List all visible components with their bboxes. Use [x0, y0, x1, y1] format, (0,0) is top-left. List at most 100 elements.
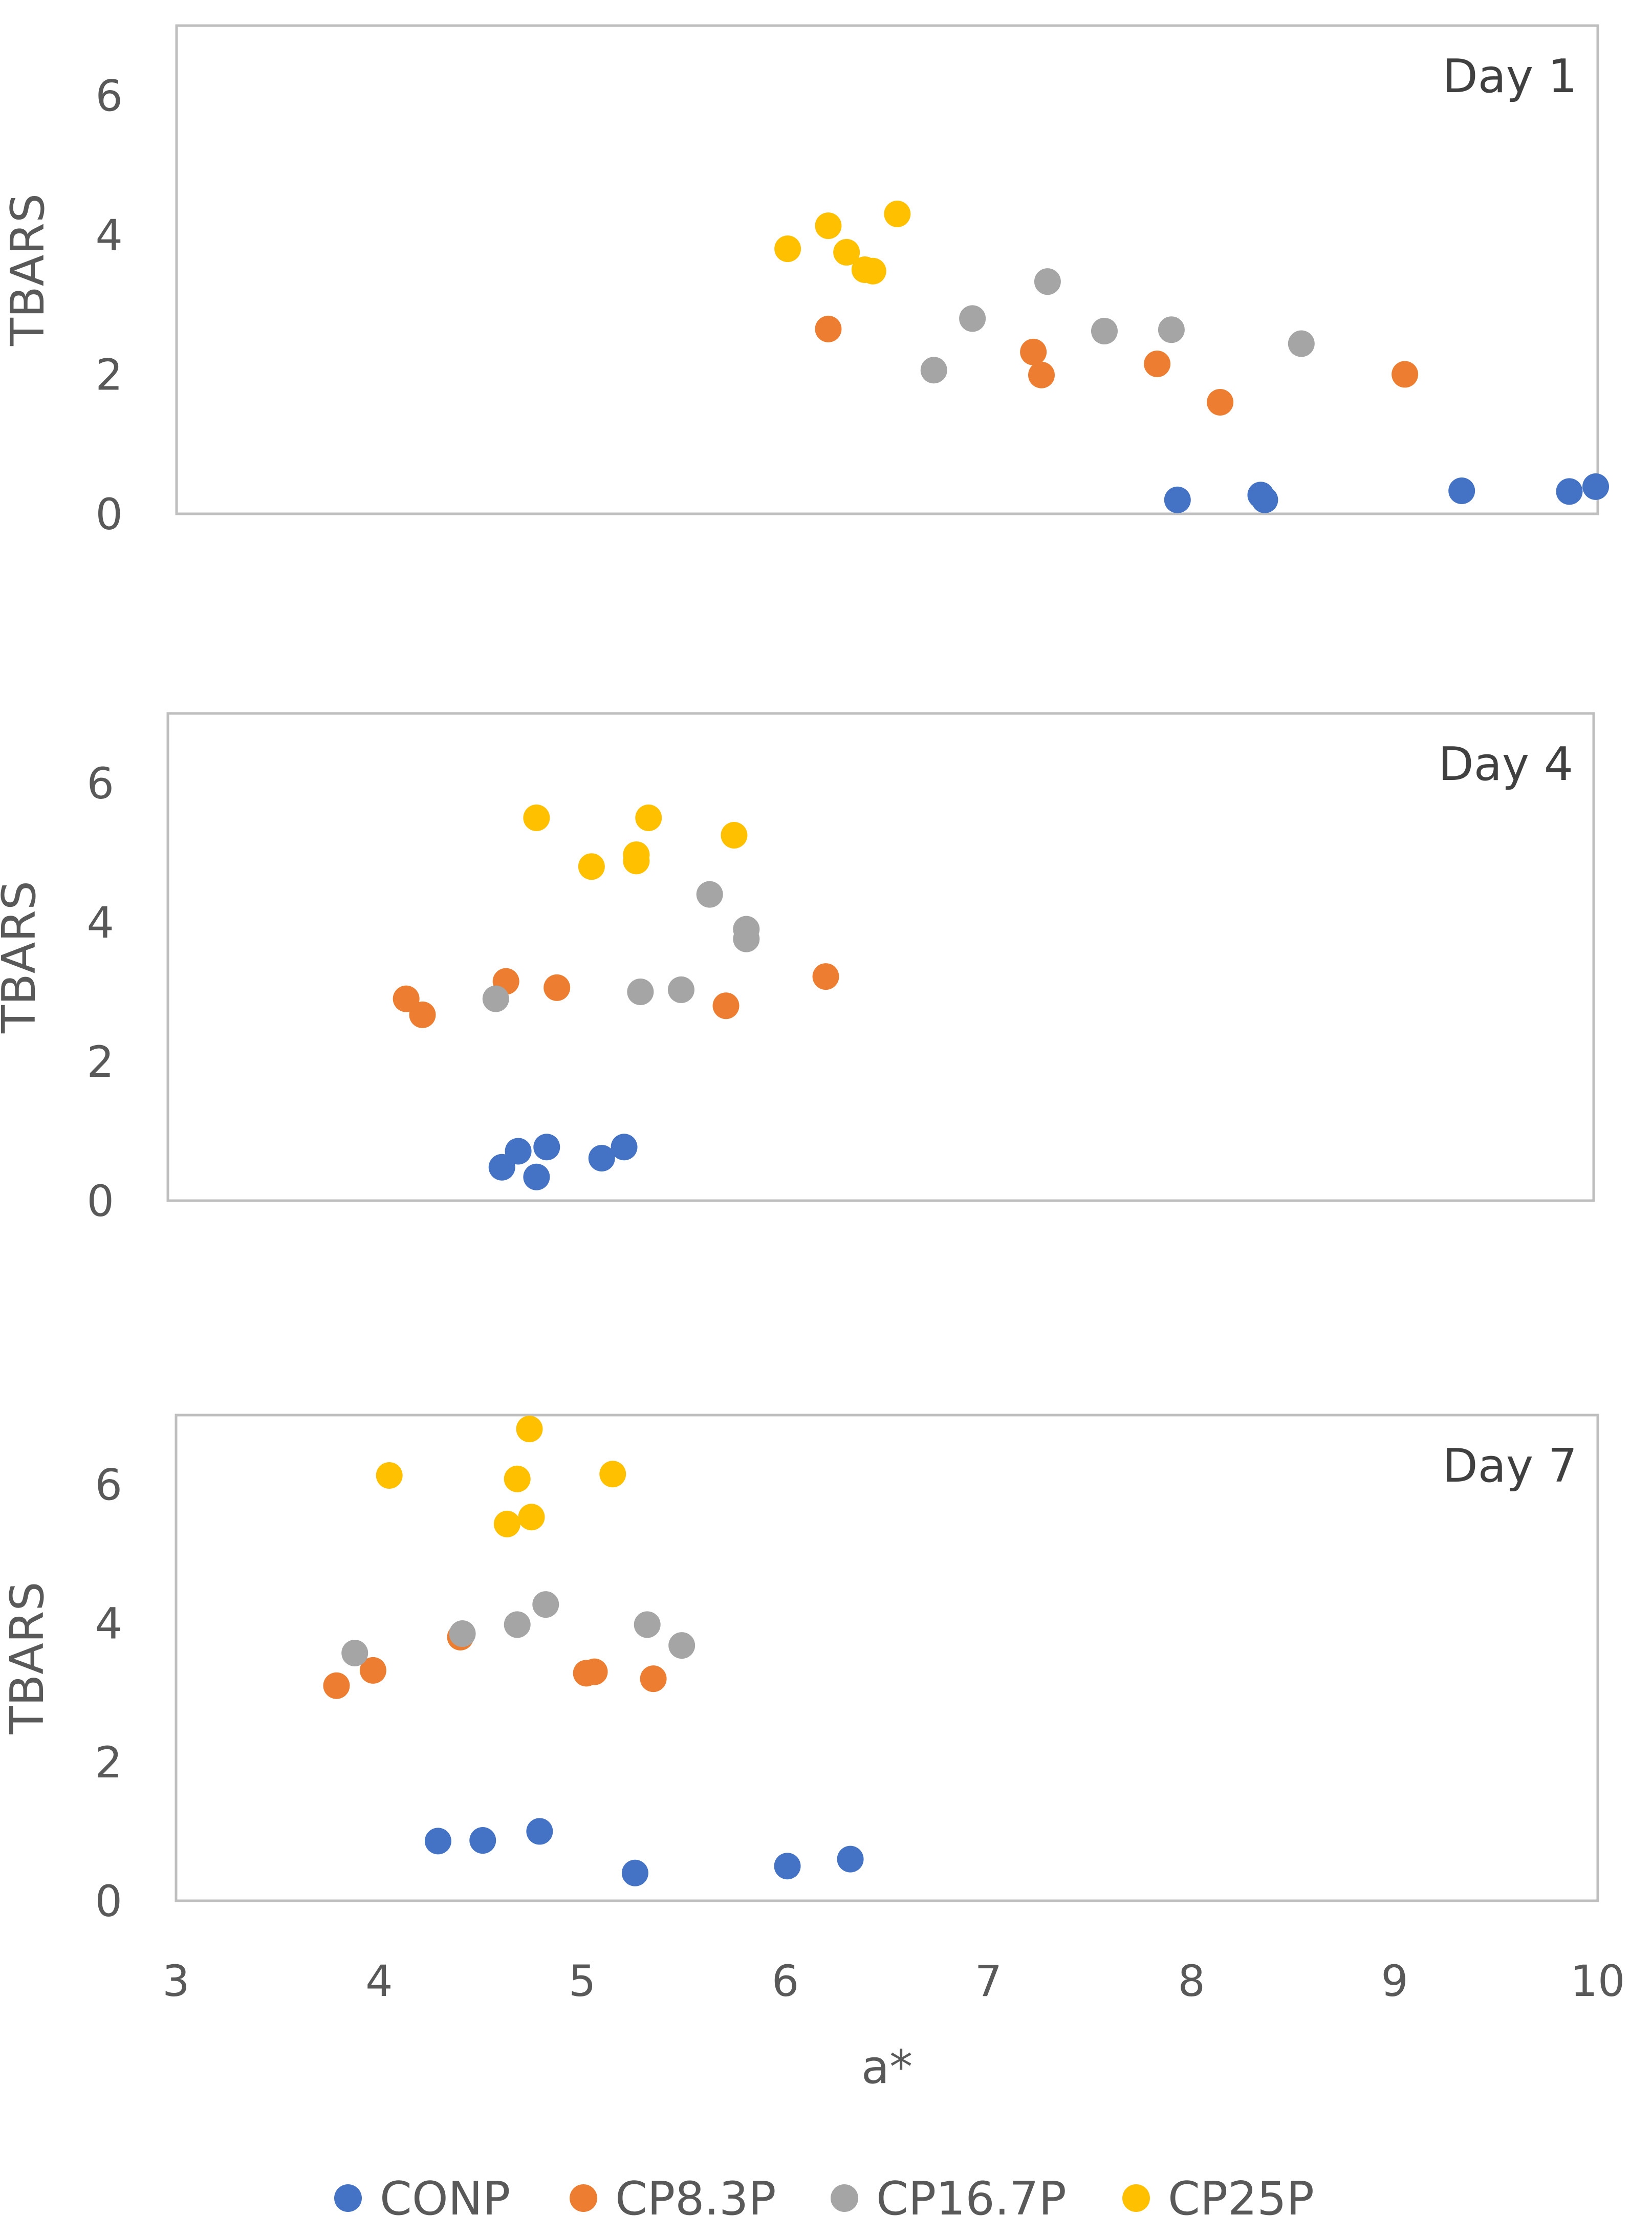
data-point [588, 1145, 615, 1172]
panel-title: Day 7 [1442, 1439, 1577, 1493]
data-point [859, 257, 886, 285]
data-point [1207, 388, 1234, 416]
data-point [493, 1510, 520, 1537]
y-tick-label: 0 [96, 489, 123, 539]
x-tick-label: 3 [162, 1956, 189, 2006]
y-tick-label: 0 [95, 1876, 122, 1926]
data-point [544, 974, 571, 1001]
y-tick-label: 0 [87, 1176, 114, 1226]
panel-title: Day 4 [1438, 737, 1573, 791]
legend-label: CP25P [1168, 2172, 1314, 2226]
data-point [504, 1611, 531, 1638]
panel-day-4: 0 2 4 6 TBARS Day 4 [0, 712, 1595, 1226]
data-point [469, 1827, 496, 1854]
series-cp25p [523, 805, 748, 880]
data-point [1392, 361, 1419, 388]
x-tick-label: 5 [569, 1956, 596, 2006]
data-point [376, 1462, 403, 1489]
x-tick-label: 10 [1571, 1956, 1625, 2006]
data-point [1144, 350, 1171, 377]
data-point [341, 1640, 368, 1667]
data-point [518, 1504, 545, 1531]
legend-item-cp16-7p: CP16.7P [831, 2172, 1067, 2226]
data-point [635, 805, 662, 831]
data-point [1251, 486, 1278, 513]
legend-label: CP16.7P [876, 2172, 1067, 2226]
legend-item-cp25p: CP25P [1122, 2172, 1314, 2226]
data-point [1091, 317, 1118, 344]
data-point [599, 1461, 626, 1488]
series-cp25p [376, 1416, 626, 1537]
data-point [504, 1465, 531, 1492]
data-point [774, 1853, 801, 1880]
plot-frame [166, 712, 1595, 1202]
legend-marker [334, 2184, 362, 2212]
data-point [621, 1859, 648, 1886]
x-axis: 3 4 5 6 7 8 9 10 a* [162, 1956, 1625, 2094]
legend-marker [1122, 2184, 1150, 2212]
legend-item-conp: CONP [334, 2172, 510, 2226]
legend: CONP CP8.3P CP16.7P CP25P [334, 2172, 1314, 2226]
data-point [1448, 477, 1475, 505]
legend-marker [831, 2184, 858, 2212]
legend-marker [570, 2184, 597, 2212]
data-point [623, 848, 650, 875]
y-tick-label: 6 [95, 1460, 122, 1510]
data-point [1028, 361, 1055, 388]
y-tick-label: 4 [87, 898, 114, 948]
y-axis-title: TBARS [1, 193, 55, 346]
panels: 0 2 4 6 TBARS Day 1 0 2 4 6 TBARS Day 4 0 2 4 6 TBARS Day… [0, 24, 1610, 1926]
legend-item-cp8-3p: CP8.3P [570, 2172, 776, 2226]
data-point [667, 976, 694, 1003]
y-axis-title: TBARS [1, 1582, 54, 1735]
data-point [1164, 486, 1191, 513]
y-axis-title: TBARS [0, 881, 46, 1034]
data-point [526, 1818, 553, 1845]
series-cp16-7p [341, 1591, 695, 1667]
data-point [696, 881, 723, 908]
data-point [1582, 473, 1610, 500]
data-point [1034, 268, 1061, 295]
data-point [774, 235, 801, 263]
series-conp [1164, 473, 1610, 513]
data-point [516, 1416, 543, 1443]
data-point [611, 1134, 638, 1161]
data-point [523, 805, 550, 831]
panel-day-7: 0 2 4 6 TBARS Day 7 [1, 1414, 1599, 1926]
data-point [920, 357, 947, 384]
series-cp8-3p [323, 1623, 667, 1699]
data-point [393, 985, 420, 1012]
data-point [581, 1658, 608, 1685]
series-cp8-3p [815, 315, 1419, 416]
data-point [533, 1134, 560, 1161]
x-tick-label: 4 [365, 1956, 393, 2006]
plot-frame [175, 24, 1599, 515]
data-point [884, 200, 911, 227]
x-axis-title: a* [861, 2040, 912, 2094]
data-point [733, 925, 760, 952]
data-point [359, 1657, 386, 1684]
data-point [1158, 316, 1185, 343]
data-point [640, 1665, 667, 1692]
data-point [837, 1845, 864, 1873]
panel-day-1: 0 2 4 6 TBARS Day 1 [1, 24, 1610, 539]
data-point [668, 1632, 695, 1659]
data-point [488, 1154, 515, 1181]
data-point [815, 212, 842, 240]
data-point [812, 963, 839, 990]
y-tick-label: 2 [87, 1037, 114, 1087]
series-conp [488, 1134, 638, 1190]
y-tick-label: 4 [95, 1599, 122, 1649]
x-tick-label: 9 [1381, 1956, 1408, 2006]
data-point [578, 853, 605, 880]
series-cp16-7p [920, 268, 1315, 384]
data-point [721, 822, 748, 849]
data-point [712, 992, 740, 1019]
data-point [409, 1001, 436, 1028]
legend-label: CONP [380, 2172, 510, 2226]
data-point [959, 305, 986, 332]
data-point [532, 1591, 559, 1618]
data-point [627, 979, 654, 1005]
data-point [505, 1138, 532, 1165]
